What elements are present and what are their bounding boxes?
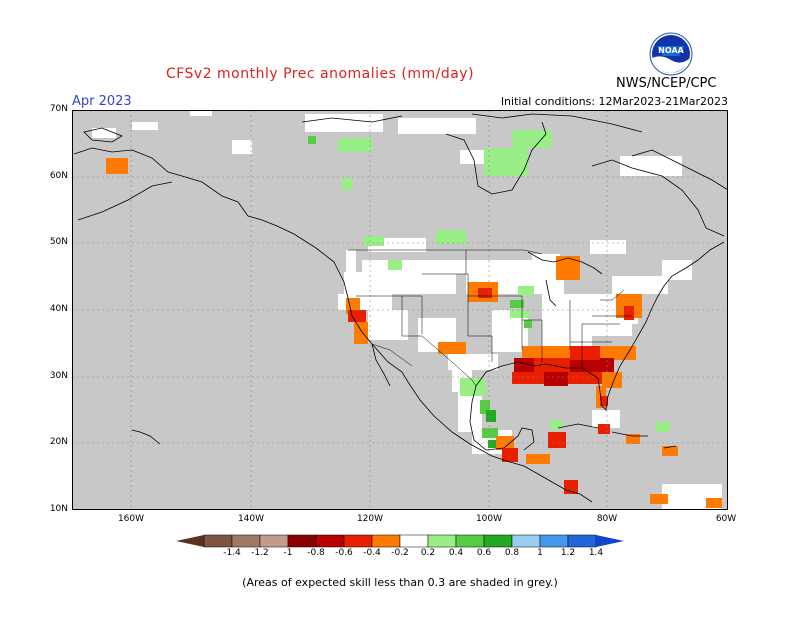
month-label: Apr 2023 [72,94,132,109]
lat-label-50n: 50N [49,237,68,247]
logo-text: NOAA [658,46,684,55]
lon-label-60w: 60W [715,514,737,524]
colorbar-tick-label: -0.8 [307,548,325,558]
borders [348,249,632,387]
lon-label-160w: 160W [117,514,145,524]
colorbar-tick-label: 1 [537,548,543,558]
colorbar-tick-label: 0.4 [448,548,464,558]
colorbar-tick-label: 0.2 [420,548,436,558]
positive-anomalies [308,130,670,448]
coastlines [73,113,728,503]
lon-label-80w: 80W [596,514,618,524]
lat-label-20n: 20N [49,437,68,447]
colorbar-tick-label: -0.4 [363,548,381,558]
lon-label-100w: 100W [475,514,503,524]
colorbar-tick-label: 0.8 [504,548,520,558]
colorbar-cell [483,534,513,548]
colorbar-tick-label: 1.2 [560,548,576,558]
colorbar-tick-label: 0.6 [476,548,492,558]
colorbar-cell [259,534,289,548]
colorbar-cell [455,534,485,548]
colorbar-tick-label: -1 [283,548,293,558]
colorbar-cell [511,534,541,548]
colorbar-cell [427,534,457,548]
colorbar-max-arrow [596,535,624,547]
colorbar-cell [231,534,261,548]
lat-label-30n: 30N [49,371,68,381]
colorbar-cell [343,534,373,548]
lat-label-40n: 40N [49,304,68,314]
colorbar-cell [371,534,401,548]
colorbar-cells [203,534,597,548]
anomaly-map [72,110,728,510]
colorbar-cell [567,534,597,548]
noaa-logo: NOAA [649,32,693,76]
colorbar-tick-label: -1.4 [223,548,241,558]
lat-label-10n: 10N [49,504,68,514]
skill-note: (Areas of expected skill less than 0.3 a… [242,576,558,589]
colorbar-tick-label: -0.2 [391,548,409,558]
map-frame [72,110,728,510]
agency-label: NWS/NCEP/CPC [616,76,717,91]
initial-conditions: Initial conditions: 12Mar2023-21Mar2023 [500,95,728,108]
neutral-areas [92,110,722,510]
lon-label-140w: 140W [237,514,265,524]
colorbar [176,534,624,548]
negative-anomalies [106,158,722,508]
graticule [72,110,728,510]
map-title: CFSv2 monthly Prec anomalies (mm/day) [165,66,475,82]
colorbar-min-arrow [176,535,204,547]
colorbar-cell [399,534,429,548]
colorbar-cell [287,534,317,548]
lon-label-120w: 120W [356,514,384,524]
lat-label-60n: 60N [49,171,68,181]
colorbar-tick-label: -0.6 [335,548,353,558]
colorbar-tick-label: 1.4 [588,548,604,558]
colorbar-tick-label: -1.2 [251,548,269,558]
colorbar-cell [539,534,569,548]
colorbar-cell [315,534,345,548]
colorbar-cell [203,534,233,548]
lat-label-70n: 70N [49,104,68,114]
